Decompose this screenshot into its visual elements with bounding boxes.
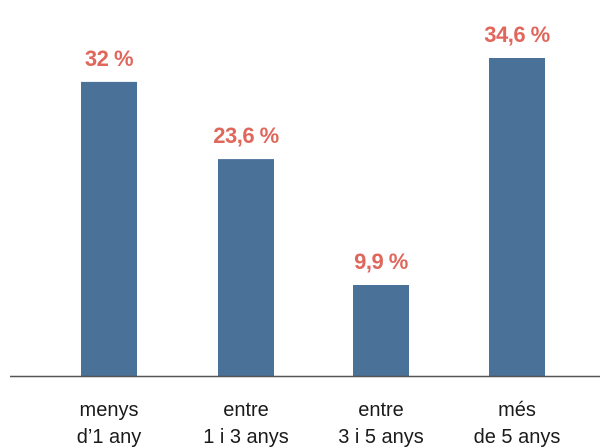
category-labels-group: menys d’1 any entre 1 i 3 anys entre 3 i 5 an…: [77, 399, 561, 448]
bar-value-label-4: 34,6 %: [484, 22, 550, 47]
category-label-2-line-1: entre: [223, 399, 269, 421]
value-labels-group: 32 % 23,6 % 9,9 % 34,6 %: [85, 22, 550, 274]
category-label-1-line-1: menys: [80, 399, 139, 421]
bar-3: [353, 285, 409, 376]
category-label-4-line-1: més: [498, 399, 536, 421]
bars-group: [81, 58, 545, 377]
bar-1: [81, 81, 137, 377]
bar-value-label-1: 32 %: [85, 46, 133, 71]
category-label-3-line-1: entre: [358, 399, 404, 421]
category-label-4-line-2: de 5 anys: [474, 426, 561, 448]
bar-4: [489, 58, 545, 376]
category-label-3-line-2: 3 i 5 anys: [338, 426, 424, 448]
bar-value-label-2: 23,6 %: [213, 123, 279, 148]
bar-2: [218, 159, 274, 376]
category-label-1-line-2: d’1 any: [77, 426, 142, 448]
bar-value-label-3: 9,9 %: [354, 249, 408, 274]
category-label-2-line-2: 1 i 3 anys: [203, 426, 289, 448]
